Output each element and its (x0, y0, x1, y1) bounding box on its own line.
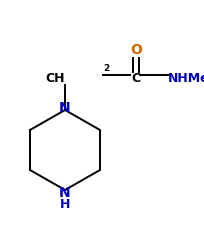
Text: N: N (59, 101, 70, 115)
Text: 2: 2 (102, 64, 109, 73)
Text: C: C (131, 71, 140, 85)
Text: CH: CH (45, 71, 65, 85)
Text: NHMe: NHMe (167, 71, 204, 85)
Text: N: N (59, 186, 70, 200)
Text: H: H (60, 199, 70, 212)
Text: O: O (129, 43, 141, 57)
